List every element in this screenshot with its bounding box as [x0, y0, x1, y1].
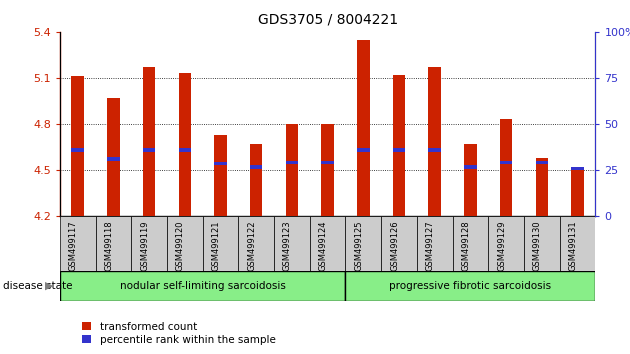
Bar [488, 216, 524, 271]
Bar [60, 216, 96, 271]
Bar [214, 135, 227, 216]
Bar [274, 216, 310, 271]
Bar [71, 148, 84, 152]
Text: GSM499120: GSM499120 [176, 220, 185, 271]
Bar [571, 170, 584, 216]
Bar [203, 216, 238, 271]
Bar [500, 119, 512, 216]
Text: GSM499125: GSM499125 [354, 220, 364, 271]
Bar [250, 165, 263, 169]
Bar [238, 216, 274, 271]
Bar [214, 162, 227, 165]
Bar [559, 216, 595, 271]
Bar [178, 73, 191, 216]
Bar [357, 40, 370, 216]
Bar [60, 271, 345, 301]
Bar [285, 161, 298, 164]
Bar [285, 124, 298, 216]
Bar [107, 158, 120, 161]
Bar [392, 75, 405, 216]
Text: GSM499128: GSM499128 [461, 220, 471, 271]
Bar [345, 271, 595, 301]
Bar [71, 76, 84, 216]
Bar [143, 67, 156, 216]
Bar [310, 216, 345, 271]
Text: GSM499131: GSM499131 [568, 220, 578, 271]
Text: GSM499130: GSM499130 [533, 220, 542, 271]
Text: nodular self-limiting sarcoidosis: nodular self-limiting sarcoidosis [120, 281, 285, 291]
Text: GSM499122: GSM499122 [247, 220, 256, 271]
Text: GDS3705 / 8004221: GDS3705 / 8004221 [258, 12, 398, 27]
Bar [452, 216, 488, 271]
Text: GSM499118: GSM499118 [105, 220, 113, 271]
Bar [428, 67, 441, 216]
Bar [107, 98, 120, 216]
Bar [96, 216, 131, 271]
Bar [321, 124, 334, 216]
Text: GSM499126: GSM499126 [390, 220, 399, 271]
Bar [428, 148, 441, 152]
Bar [536, 161, 548, 164]
Text: ▶: ▶ [45, 281, 54, 291]
Bar [321, 161, 334, 164]
Bar [167, 216, 203, 271]
Text: GSM499123: GSM499123 [283, 220, 292, 271]
Text: GSM499117: GSM499117 [69, 220, 77, 271]
Text: GSM499127: GSM499127 [426, 220, 435, 271]
Bar [381, 216, 417, 271]
Text: GSM499124: GSM499124 [319, 220, 328, 271]
Text: progressive fibrotic sarcoidosis: progressive fibrotic sarcoidosis [389, 281, 551, 291]
Bar [536, 158, 548, 216]
Bar [392, 148, 405, 152]
Bar [250, 144, 263, 216]
Bar [178, 148, 191, 152]
Bar [524, 216, 559, 271]
Text: GSM499121: GSM499121 [212, 220, 220, 271]
Bar [500, 161, 512, 164]
Bar [464, 144, 477, 216]
Bar [571, 167, 584, 170]
Bar [417, 216, 452, 271]
Bar [464, 165, 477, 169]
Bar [131, 216, 167, 271]
Bar [357, 148, 370, 152]
Text: GSM499119: GSM499119 [140, 220, 149, 271]
Legend: transformed count, percentile rank within the sample: transformed count, percentile rank withi… [77, 317, 280, 349]
Bar [143, 148, 156, 152]
Text: GSM499129: GSM499129 [497, 220, 506, 271]
Bar [345, 216, 381, 271]
Text: disease state: disease state [3, 281, 72, 291]
